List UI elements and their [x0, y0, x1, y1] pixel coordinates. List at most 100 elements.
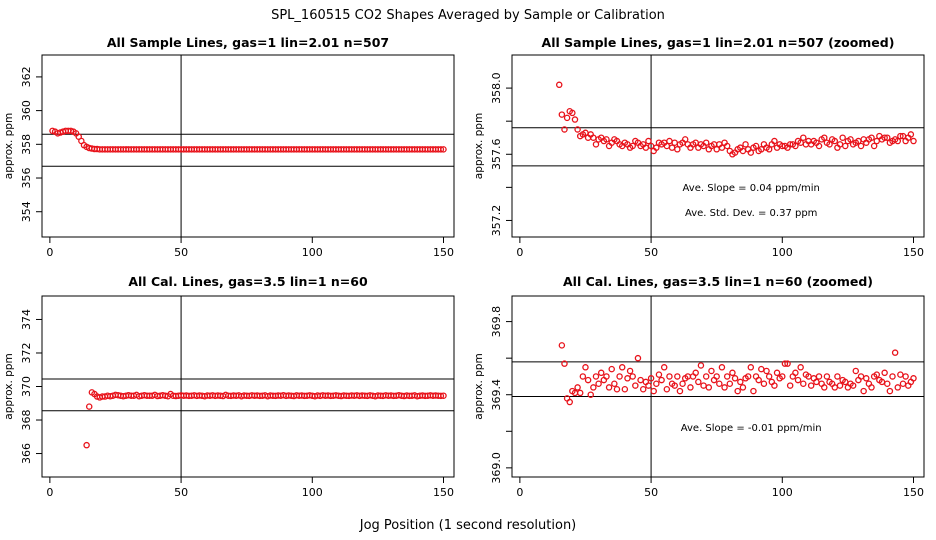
- data-point: [582, 364, 589, 371]
- data-point: [561, 360, 568, 367]
- data-point: [605, 384, 613, 391]
- y-tick-label: 357.6: [490, 139, 503, 171]
- annotation: Ave. Slope = 0.04 ppm/min: [683, 183, 820, 194]
- chart-title: All Cal. Lines, gas=3.5 lin=1 n=60 (zoom…: [563, 274, 873, 289]
- data-point: [639, 385, 647, 393]
- data-point: [797, 364, 804, 371]
- data-point: [884, 134, 891, 141]
- data-point: [663, 385, 671, 393]
- data-point: [897, 371, 904, 378]
- data-point: [737, 378, 744, 386]
- data-point: [821, 384, 828, 391]
- data-point: [884, 380, 891, 388]
- data-point: [747, 149, 755, 156]
- data-point: [815, 373, 823, 380]
- data-point: [624, 375, 631, 382]
- data-point: [702, 139, 710, 146]
- x-tick-label: 150: [903, 486, 924, 499]
- data-point: [437, 392, 445, 400]
- data-point: [653, 144, 660, 151]
- data-point: [571, 116, 579, 123]
- data-point: [873, 371, 881, 378]
- data-point: [860, 387, 867, 395]
- data-point: [579, 373, 587, 380]
- data-point: [868, 134, 875, 141]
- annotation: Ave. Std. Dev. = 0.37 ppm: [685, 208, 817, 219]
- data-point: [558, 111, 566, 118]
- y-tick-label: 369.8: [490, 306, 503, 338]
- y-tick-label: 362: [20, 66, 33, 87]
- x-tick-label: 100: [302, 246, 323, 259]
- data-point: [863, 375, 870, 382]
- data-point: [902, 373, 909, 380]
- data-point: [800, 134, 807, 141]
- data-point: [765, 146, 773, 153]
- data-point: [576, 389, 584, 397]
- data-point: [894, 384, 902, 391]
- y-tick-label: 368: [20, 410, 33, 431]
- y-axis-label: approx. ppm: [473, 113, 485, 179]
- data-point: [595, 380, 602, 388]
- y-tick-label: 360: [20, 100, 33, 121]
- data-point: [608, 365, 615, 373]
- data-point: [729, 369, 736, 377]
- data-point: [621, 385, 629, 393]
- data-point: [655, 371, 663, 378]
- data-point: [755, 376, 762, 384]
- data-point: [784, 360, 791, 367]
- data-point: [836, 382, 844, 389]
- data-point: [744, 373, 752, 380]
- data-point: [632, 382, 639, 389]
- data-point: [584, 376, 592, 384]
- data-point: [647, 375, 655, 382]
- data-point: [834, 373, 841, 380]
- data-point: [603, 136, 610, 143]
- data-point: [653, 380, 660, 388]
- y-tick-label: 356: [20, 168, 33, 189]
- data-point: [907, 131, 915, 138]
- data-point: [857, 142, 865, 150]
- data-point: [763, 367, 770, 375]
- data-point: [742, 141, 749, 148]
- data-point: [792, 142, 799, 150]
- data-point: [781, 360, 789, 367]
- plot-frame: [41, 54, 455, 238]
- data-point: [590, 384, 597, 391]
- data-point: [739, 384, 747, 391]
- data-point: [821, 134, 828, 141]
- y-tick-label: 366: [20, 443, 33, 464]
- figure-x-label: Jog Position (1 second resolution): [359, 518, 577, 533]
- data-point: [574, 384, 581, 391]
- data-point: [807, 382, 815, 389]
- y-axis-label: approx. ppm: [473, 353, 485, 419]
- data-point: [771, 137, 778, 145]
- data-point: [676, 387, 684, 395]
- data-point: [611, 380, 618, 388]
- data-point: [786, 382, 794, 389]
- data-point: [839, 134, 846, 141]
- data-point: [889, 373, 896, 380]
- y-tick-label: 358.0: [490, 72, 503, 104]
- data-point: [440, 392, 447, 399]
- data-point: [750, 387, 757, 395]
- x-tick-label: 100: [772, 246, 793, 259]
- x-tick-label: 150: [433, 246, 454, 259]
- data-point: [779, 373, 786, 380]
- data-point: [760, 380, 768, 388]
- data-point: [666, 373, 673, 380]
- data-point: [708, 367, 715, 375]
- data-point: [660, 364, 668, 371]
- y-axis-label: approx. ppm: [3, 353, 15, 419]
- x-tick-label: 100: [302, 486, 323, 499]
- data-point: [626, 367, 634, 375]
- data-point: [868, 384, 875, 391]
- data-point: [713, 373, 720, 380]
- data-point: [561, 126, 568, 133]
- plot-frame: [41, 295, 455, 478]
- data-point: [697, 362, 705, 369]
- data-point: [886, 387, 894, 395]
- chart-panel-2: All Sample Lines, gas=1 lin=2.01 n=507 (…: [473, 35, 925, 259]
- y-tick-label: 358: [20, 134, 33, 155]
- data-point: [566, 398, 573, 406]
- data-point: [731, 375, 739, 382]
